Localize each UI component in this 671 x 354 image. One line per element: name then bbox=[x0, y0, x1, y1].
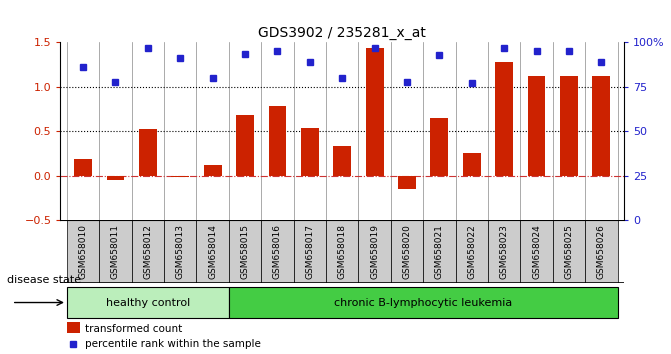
Bar bbox=[171, 176, 189, 177]
Bar bbox=[107, 176, 124, 180]
Text: GSM658014: GSM658014 bbox=[208, 224, 217, 279]
Text: GSM658026: GSM658026 bbox=[597, 224, 606, 279]
Bar bbox=[326, 220, 358, 284]
Bar bbox=[560, 76, 578, 176]
Text: percentile rank within the sample: percentile rank within the sample bbox=[85, 339, 260, 349]
Bar bbox=[423, 220, 456, 284]
Text: GSM658013: GSM658013 bbox=[176, 224, 185, 279]
Text: GSM658022: GSM658022 bbox=[467, 224, 476, 279]
Bar bbox=[366, 48, 384, 176]
Bar bbox=[495, 62, 513, 176]
Text: GSM658025: GSM658025 bbox=[564, 224, 574, 279]
Text: healthy control: healthy control bbox=[106, 297, 190, 308]
Text: GSM658010: GSM658010 bbox=[79, 224, 87, 279]
Text: disease state: disease state bbox=[7, 275, 81, 285]
Text: GSM658024: GSM658024 bbox=[532, 224, 541, 279]
Bar bbox=[132, 220, 164, 284]
Text: GSM658016: GSM658016 bbox=[273, 224, 282, 279]
Bar bbox=[294, 220, 326, 284]
Bar bbox=[592, 76, 610, 176]
Bar bbox=[391, 220, 423, 284]
Bar bbox=[585, 220, 617, 284]
Bar bbox=[67, 287, 229, 318]
Text: GSM658015: GSM658015 bbox=[240, 224, 250, 279]
Text: GSM658023: GSM658023 bbox=[500, 224, 509, 279]
Bar bbox=[74, 159, 92, 176]
Text: chronic B-lymphocytic leukemia: chronic B-lymphocytic leukemia bbox=[334, 297, 513, 308]
Bar bbox=[236, 115, 254, 176]
Bar bbox=[553, 220, 585, 284]
Title: GDS3902 / 235281_x_at: GDS3902 / 235281_x_at bbox=[258, 26, 426, 40]
Text: GSM658011: GSM658011 bbox=[111, 224, 120, 279]
Text: GSM658018: GSM658018 bbox=[338, 224, 347, 279]
Bar bbox=[67, 321, 80, 333]
Bar bbox=[488, 220, 521, 284]
Bar bbox=[261, 220, 294, 284]
Bar bbox=[229, 220, 261, 284]
Bar bbox=[463, 154, 480, 176]
Bar bbox=[268, 105, 287, 176]
Bar bbox=[527, 76, 546, 176]
Bar bbox=[358, 220, 391, 284]
Bar bbox=[301, 128, 319, 176]
Text: transformed count: transformed count bbox=[85, 324, 182, 334]
Bar bbox=[398, 176, 416, 189]
Bar bbox=[164, 220, 197, 284]
Bar bbox=[139, 130, 157, 176]
Text: GSM658012: GSM658012 bbox=[144, 224, 152, 279]
Bar bbox=[67, 220, 99, 284]
Bar bbox=[99, 220, 132, 284]
Text: GSM658021: GSM658021 bbox=[435, 224, 444, 279]
Bar bbox=[333, 146, 351, 176]
Text: GSM658017: GSM658017 bbox=[305, 224, 314, 279]
Bar bbox=[521, 220, 553, 284]
Bar bbox=[229, 287, 617, 318]
Bar bbox=[204, 165, 221, 176]
Bar bbox=[456, 220, 488, 284]
Bar bbox=[431, 118, 448, 176]
Text: GSM658020: GSM658020 bbox=[403, 224, 411, 279]
Bar bbox=[197, 220, 229, 284]
Text: GSM658019: GSM658019 bbox=[370, 224, 379, 279]
